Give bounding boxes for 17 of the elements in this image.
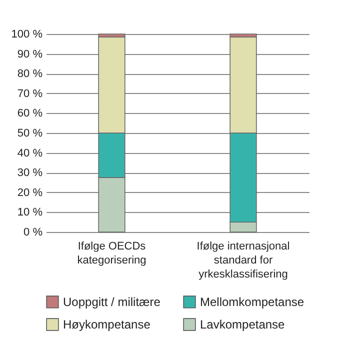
y-tick-label: 40 %: [17, 147, 43, 160]
y-tick-label: 20 %: [17, 186, 43, 199]
legend-label: Lavkompetanse: [200, 318, 286, 332]
y-tick-label: 30 %: [17, 167, 43, 180]
y-tick-label: 50 %: [17, 128, 43, 140]
y-tick-label: 0 %: [24, 226, 43, 238]
legend-label: Mellomkompetanse: [200, 294, 304, 309]
y-tick-label: 10 %: [17, 206, 43, 219]
y-tick-label: 70 %: [17, 88, 43, 100]
y-tick-label: 100 %: [11, 28, 43, 40]
y-tick-label: 60 %: [17, 108, 43, 120]
legend-label: Høykompetanse: [63, 318, 151, 332]
y-tick-label: 90 %: [17, 48, 43, 60]
y-tick-label: 80 %: [17, 68, 43, 80]
legend-label: Uoppgitt / militære: [63, 294, 161, 309]
x-tick-label: Ifølge OECDs kategorisering: [77, 240, 146, 266]
x-tick-label: Ifølge internasjonal standard for yrkesklassifisering: [196, 240, 290, 280]
